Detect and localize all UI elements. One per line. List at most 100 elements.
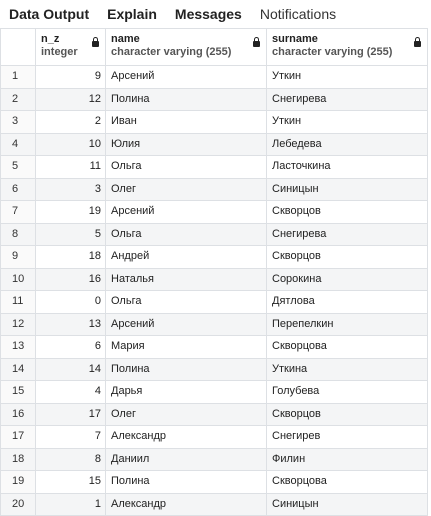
cell-n_z[interactable]: 12: [35, 87, 106, 111]
cell-surname[interactable]: Скворцова: [266, 470, 428, 494]
cell-name[interactable]: Дарья: [105, 380, 267, 404]
column-header-n_z[interactable]: n_z integer: [35, 28, 106, 66]
cell-surname[interactable]: Скворцов: [266, 200, 428, 224]
cell-name[interactable]: Ольга: [105, 155, 267, 179]
cell-name[interactable]: Иван: [105, 110, 267, 134]
cell-name[interactable]: Арсений: [105, 312, 267, 336]
table-row[interactable]: 14 14 Полина Уткина: [0, 357, 428, 381]
cell-n_z[interactable]: 19: [35, 200, 106, 224]
cell-name[interactable]: Даниил: [105, 447, 267, 471]
cell-surname[interactable]: Синицын: [266, 492, 428, 516]
cell-n_z[interactable]: 0: [35, 290, 106, 314]
cell-n_z[interactable]: 8: [35, 447, 106, 471]
column-name: surname: [272, 33, 318, 45]
table-row[interactable]: 17 7 Александр Снегирев: [0, 425, 428, 449]
table-row[interactable]: 15 4 Дарья Голубева: [0, 380, 428, 404]
cell-name[interactable]: Александр: [105, 492, 267, 516]
row-number-cell: 11: [0, 290, 36, 314]
row-number-cell: 4: [0, 132, 36, 156]
cell-name[interactable]: Наталья: [105, 267, 267, 291]
cell-surname[interactable]: Филин: [266, 447, 428, 471]
cell-name[interactable]: Полина: [105, 470, 267, 494]
table-row[interactable]: 1 9 Арсений Уткин: [0, 65, 428, 89]
cell-n_z[interactable]: 7: [35, 425, 106, 449]
table-row[interactable]: 4 10 Юлия Лебедева: [0, 132, 428, 156]
cell-surname[interactable]: Скворцов: [266, 402, 428, 426]
column-type: character varying (255): [111, 46, 232, 58]
cell-n_z[interactable]: 2: [35, 110, 106, 134]
cell-surname[interactable]: Дятлова: [266, 290, 428, 314]
table-row[interactable]: 13 6 Мария Скворцова: [0, 335, 428, 359]
cell-surname[interactable]: Ласточкина: [266, 155, 428, 179]
cell-name[interactable]: Олег: [105, 402, 267, 426]
table-row[interactable]: 8 5 Ольга Снегирева: [0, 222, 428, 246]
column-header-name[interactable]: name character varying (255): [105, 28, 267, 66]
cell-name[interactable]: Арсений: [105, 200, 267, 224]
cell-name[interactable]: Александр: [105, 425, 267, 449]
row-number-cell: 2: [0, 87, 36, 111]
row-number-cell: 18: [0, 447, 36, 471]
tab-explain[interactable]: Explain: [107, 6, 157, 22]
cell-n_z[interactable]: 9: [35, 65, 106, 89]
cell-surname[interactable]: Сорокина: [266, 267, 428, 291]
table-row[interactable]: 11 0 Ольга Дятлова: [0, 290, 428, 314]
cell-name[interactable]: Полина: [105, 87, 267, 111]
table-row[interactable]: 12 13 Арсений Перепелкин: [0, 312, 428, 336]
cell-name[interactable]: Юлия: [105, 132, 267, 156]
row-number-cell: 7: [0, 200, 36, 224]
cell-n_z[interactable]: 16: [35, 267, 106, 291]
row-number-header: [0, 28, 36, 66]
cell-surname[interactable]: Синицын: [266, 177, 428, 201]
cell-surname[interactable]: Снегирев: [266, 425, 428, 449]
table-row[interactable]: 5 11 Ольга Ласточкина: [0, 155, 428, 179]
cell-n_z[interactable]: 5: [35, 222, 106, 246]
cell-n_z[interactable]: 11: [35, 155, 106, 179]
table-row[interactable]: 6 3 Олег Синицын: [0, 177, 428, 201]
table-row[interactable]: 7 19 Арсений Скворцов: [0, 200, 428, 224]
cell-surname[interactable]: Голубева: [266, 380, 428, 404]
column-name: name: [111, 33, 140, 45]
cell-n_z[interactable]: 17: [35, 402, 106, 426]
cell-name[interactable]: Арсений: [105, 65, 267, 89]
cell-n_z[interactable]: 13: [35, 312, 106, 336]
table-row[interactable]: 19 15 Полина Скворцова: [0, 470, 428, 494]
cell-surname[interactable]: Снегирева: [266, 222, 428, 246]
row-number-cell: 16: [0, 402, 36, 426]
table-row[interactable]: 9 18 Андрей Скворцов: [0, 245, 428, 269]
cell-surname[interactable]: Лебедева: [266, 132, 428, 156]
cell-name[interactable]: Андрей: [105, 245, 267, 269]
table-row[interactable]: 3 2 Иван Уткин: [0, 110, 428, 134]
tab-data-output[interactable]: Data Output: [9, 6, 90, 22]
cell-surname[interactable]: Уткин: [266, 110, 428, 134]
cell-surname[interactable]: Уткин: [266, 65, 428, 89]
cell-n_z[interactable]: 18: [35, 245, 106, 269]
table-row[interactable]: 2 12 Полина Снегирева: [0, 87, 428, 111]
cell-surname[interactable]: Перепелкин: [266, 312, 428, 336]
tab-messages[interactable]: Messages: [174, 6, 242, 22]
cell-name[interactable]: Ольга: [105, 290, 267, 314]
cell-surname[interactable]: Скворцов: [266, 245, 428, 269]
cell-surname[interactable]: Скворцова: [266, 335, 428, 359]
cell-name[interactable]: Полина: [105, 357, 267, 381]
table-row[interactable]: 10 16 Наталья Сорокина: [0, 267, 428, 291]
cell-n_z[interactable]: 1: [35, 492, 106, 516]
row-number-cell: 1: [0, 65, 36, 89]
table-row[interactable]: 18 8 Даниил Филин: [0, 447, 428, 471]
tab-notifications[interactable]: Notifications: [259, 6, 337, 22]
cell-n_z[interactable]: 3: [35, 177, 106, 201]
cell-n_z[interactable]: 14: [35, 357, 106, 381]
table-row[interactable]: 16 17 Олег Скворцов: [0, 402, 428, 426]
cell-name[interactable]: Ольга: [105, 222, 267, 246]
column-header-surname[interactable]: surname character varying (255): [266, 28, 428, 66]
cell-name[interactable]: Олег: [105, 177, 267, 201]
cell-n_z[interactable]: 6: [35, 335, 106, 359]
cell-n_z[interactable]: 15: [35, 470, 106, 494]
cell-n_z[interactable]: 10: [35, 132, 106, 156]
row-number-cell: 17: [0, 425, 36, 449]
cell-name[interactable]: Мария: [105, 335, 267, 359]
data-grid: n_z integer name character varying (255)…: [0, 28, 428, 516]
cell-n_z[interactable]: 4: [35, 380, 106, 404]
cell-surname[interactable]: Снегирева: [266, 87, 428, 111]
cell-surname[interactable]: Уткина: [266, 357, 428, 381]
table-row[interactable]: 20 1 Александр Синицын: [0, 492, 428, 516]
